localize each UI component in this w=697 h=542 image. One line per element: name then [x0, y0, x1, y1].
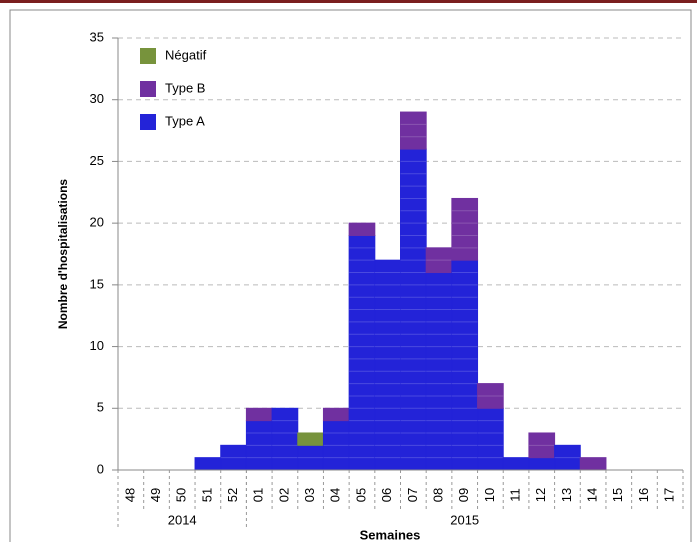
x-tick-label: 09: [456, 488, 471, 502]
x-tick-label: 15: [610, 488, 625, 502]
x-tick-label: 11: [508, 488, 523, 502]
x-tick-label: 13: [559, 488, 574, 502]
bar-segment: [348, 222, 376, 236]
y-tick-label: 25: [90, 153, 104, 168]
x-tick-label: 52: [225, 488, 240, 502]
legend-swatch: [140, 114, 156, 130]
y-tick-label: 20: [90, 215, 104, 230]
frame: [9, 9, 692, 542]
bar-segment: [322, 407, 350, 422]
x-tick-label: 51: [199, 488, 214, 502]
legend-label: Type A: [165, 113, 205, 128]
x-tick-label: 04: [328, 488, 343, 502]
x-tick-label: 02: [276, 488, 291, 502]
bar-segment: [194, 457, 222, 471]
x-tick-label: 06: [379, 488, 394, 502]
y-tick-label: 0: [97, 461, 104, 476]
top-rule: [0, 0, 697, 3]
x-axis-label: Semaines: [360, 527, 421, 542]
bar-segment: [477, 383, 504, 409]
bar-segment: [502, 457, 530, 471]
x-tick-label: 14: [585, 488, 600, 502]
bar-segment: [297, 432, 324, 446]
y-tick-label: 30: [90, 91, 104, 106]
group-label: 2014: [168, 512, 197, 527]
y-tick-label: 35: [90, 29, 104, 44]
bar-segment: [477, 407, 504, 471]
bar-segment: [245, 407, 273, 422]
bar-segment: [322, 420, 350, 471]
legend-label: Type B: [165, 80, 205, 95]
x-tick-label: 49: [148, 488, 163, 502]
x-tick-label: 08: [430, 488, 445, 502]
y-tick-label: 15: [90, 276, 104, 291]
x-tick-label: 50: [174, 488, 189, 502]
bar-segment: [451, 197, 479, 261]
bar-segment: [271, 407, 299, 471]
legend-swatch: [140, 81, 156, 97]
bar-segment: [425, 272, 453, 471]
bar-segment: [579, 457, 607, 471]
x-tick-label: 01: [251, 488, 266, 502]
group-label: 2015: [450, 512, 479, 527]
x-tick-label: 07: [405, 488, 420, 502]
bar-segment: [374, 259, 401, 471]
y-tick-label: 5: [97, 400, 104, 415]
legend-swatch: [140, 48, 156, 64]
y-axis-label: Nombre d'hospitalisations: [56, 179, 70, 330]
bar-segment: [400, 111, 427, 150]
x-tick-label: 10: [482, 488, 497, 502]
y-tick-label: 10: [90, 338, 104, 353]
x-tick-label: 03: [302, 488, 317, 502]
x-tick-label: 17: [662, 488, 677, 502]
bar-segment: [528, 457, 556, 471]
legend-label: Négatif: [165, 47, 207, 62]
x-tick-label: 12: [533, 488, 548, 502]
x-tick-label: 48: [122, 488, 137, 502]
x-tick-label: 05: [353, 488, 368, 502]
x-tick-label: 16: [636, 488, 651, 502]
bar-segment: [348, 234, 376, 471]
bar-segment: [451, 259, 479, 471]
